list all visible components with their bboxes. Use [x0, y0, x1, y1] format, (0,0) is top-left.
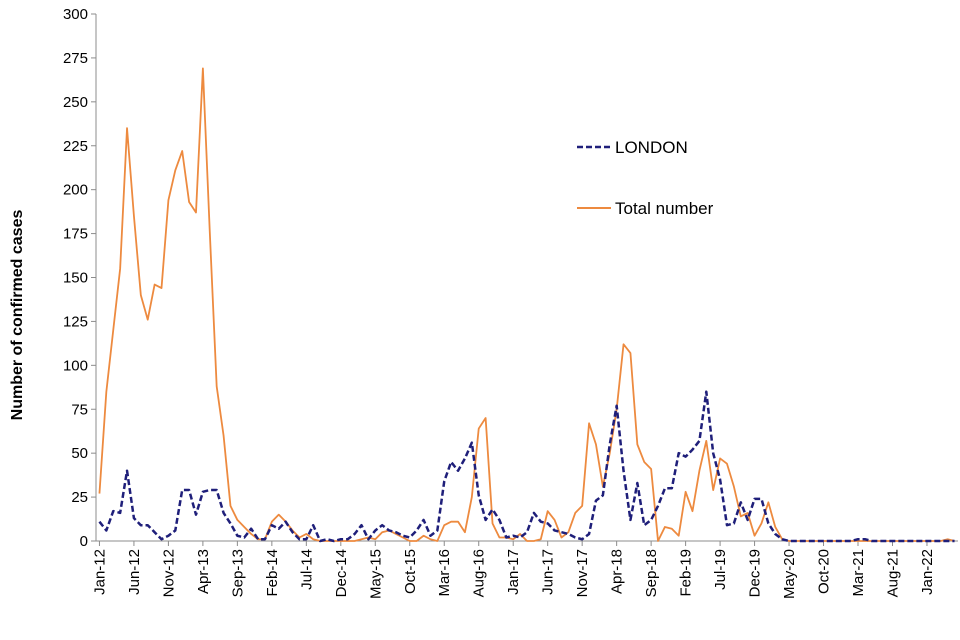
x-tick-label: Aug-21 [884, 549, 901, 597]
y-tick-label: 275 [63, 50, 88, 67]
x-tick-label: Jan-12 [91, 549, 108, 595]
y-tick-label: 175 [63, 226, 88, 243]
x-tick-label: Feb-14 [264, 549, 281, 597]
y-axis-title: Number of confirmed cases [9, 210, 26, 421]
y-tick-label: 125 [63, 313, 88, 330]
x-tick-label: Apr-13 [195, 549, 212, 594]
x-tick-label: Jan-22 [919, 549, 936, 595]
y-tick-label: 225 [63, 138, 88, 155]
y-axis: 0 25 50 75 100 125 150 175 200 225 250 275 300 [63, 6, 97, 550]
x-tick-label: May-20 [781, 549, 798, 599]
series-layer [98, 67, 955, 543]
y-tick-label: 0 [80, 533, 88, 550]
x-tick-label: May-15 [367, 549, 384, 599]
y-tick-label: 100 [63, 357, 88, 374]
x-tick-label: Nov-17 [574, 549, 591, 597]
legend: LONDON Total number [577, 138, 714, 218]
x-tick-label: Aug-16 [471, 549, 488, 597]
x-tick-label: Dec-14 [333, 549, 350, 597]
y-tick-label: 200 [63, 182, 88, 199]
x-tick-label: Jul-14 [298, 549, 315, 590]
y-tick-label: 25 [71, 489, 88, 506]
legend-label-london: LONDON [615, 138, 688, 157]
x-tick-label: Sep-13 [229, 549, 246, 597]
x-tick-label: Jun-17 [540, 549, 557, 595]
x-tick-label: Jan-17 [505, 549, 522, 595]
x-tick-label: Jul-19 [712, 549, 729, 590]
series-line-total-number [98, 67, 955, 542]
series-line-london [98, 390, 955, 543]
x-tick-label: Oct-20 [816, 549, 833, 594]
x-tick-label: Oct-15 [402, 549, 419, 594]
x-tick-label: Dec-19 [747, 549, 764, 597]
x-tick-label: Apr-18 [609, 549, 626, 594]
y-tick-label: 50 [71, 445, 88, 462]
x-tick-label: Nov-12 [160, 549, 177, 597]
x-axis: Jan-12 Jun-12 Nov-12 Apr-13 Sep-13 Feb-14 Jul-… [91, 540, 958, 599]
x-tick-label: Sep-18 [643, 549, 660, 597]
y-tick-label: 150 [63, 270, 88, 287]
y-tick-label: 250 [63, 94, 88, 111]
x-tick-label: Mar-21 [850, 549, 867, 597]
x-tick-label: Jun-12 [126, 549, 143, 595]
y-tick-label: 75 [71, 401, 88, 418]
x-tick-label: Feb-19 [678, 549, 695, 597]
legend-label-total-number: Total number [615, 199, 714, 218]
x-tick-label: Mar-16 [436, 549, 453, 597]
y-tick-label: 300 [63, 6, 88, 23]
